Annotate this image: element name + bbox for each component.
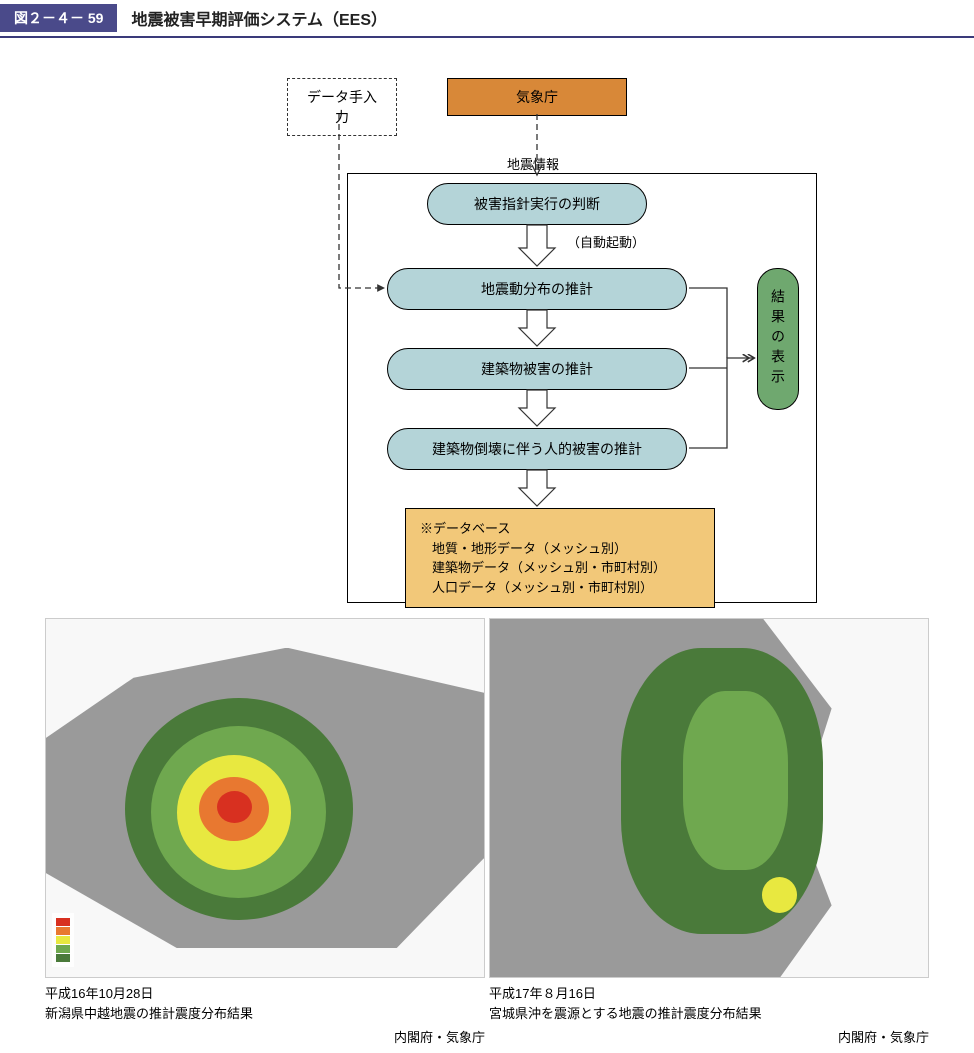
node-jma: 気象庁	[447, 78, 627, 116]
map-left-caption: 平成16年10月28日 新潟県中越地震の推計震度分布結果	[45, 984, 485, 1023]
node-label: 地震動分布の推計	[481, 281, 593, 297]
zone-max	[217, 791, 252, 823]
node-step3: 建築物被害の推計	[387, 348, 687, 390]
db-line: 建築物データ（メッシュ別・市町村別）	[432, 558, 700, 578]
label-auto: （自動起動）	[567, 232, 645, 251]
figure-header: 図２－４－ 59 地震被害早期評価システム（EES）	[0, 0, 974, 38]
maps-row: 平成16年10月28日 新潟県中越地震の推計震度分布結果 内閣府・気象庁 平成1…	[0, 618, 974, 1046]
map-right-caption: 平成17年８月16日 宮城県沖を震源とする地震の推計震度分布結果	[489, 984, 929, 1023]
node-database: ※データベース 地質・地形データ（メッシュ別） 建築物データ（メッシュ別・市町村…	[405, 508, 715, 608]
node-label: データ手入力	[307, 89, 377, 125]
db-line: 人口データ（メッシュ別・市町村別）	[432, 578, 700, 598]
node-data-input: データ手入力	[287, 78, 397, 136]
zone-high	[762, 877, 797, 913]
figure-number-badge: 図２－４－ 59	[0, 4, 117, 32]
map-legend	[52, 913, 74, 967]
db-title: ※データベース	[420, 519, 700, 539]
map-right-attr: 内閣府・気象庁	[489, 1027, 929, 1046]
map-right: 平成17年８月16日 宮城県沖を震源とする地震の推計震度分布結果 内閣府・気象庁	[489, 618, 929, 1046]
node-label: 建築物倒壊に伴う人的被害の推計	[432, 441, 642, 457]
zone-mid	[683, 691, 788, 870]
map-left: 平成16年10月28日 新潟県中越地震の推計震度分布結果 内閣府・気象庁	[45, 618, 485, 1046]
map-desc: 宮城県沖を震源とする地震の推計震度分布結果	[489, 1004, 929, 1024]
map-date: 平成17年８月16日	[489, 984, 929, 1004]
node-step1: 被害指針実行の判断	[427, 183, 647, 225]
flowchart-diagram: データ手入力 気象庁 被害指針実行の判断 地震動分布の推計 建築物被害の推計 建…	[117, 58, 857, 608]
map-left-attr: 内閣府・気象庁	[45, 1027, 485, 1046]
map-left-image	[45, 618, 485, 978]
map-date: 平成16年10月28日	[45, 984, 485, 1004]
db-line: 地質・地形データ（メッシュ別）	[432, 539, 700, 559]
node-label: 結果の表示	[770, 289, 786, 389]
label-eq-info: 地震情報	[507, 154, 559, 173]
figure-title: 地震被害早期評価システム（EES）	[131, 6, 387, 30]
node-step2: 地震動分布の推計	[387, 268, 687, 310]
node-result: 結果の表示	[757, 268, 799, 410]
node-label: 建築物被害の推計	[481, 361, 593, 377]
node-label: 被害指針実行の判断	[474, 196, 600, 212]
node-step4: 建築物倒壊に伴う人的被害の推計	[387, 428, 687, 470]
node-label: 気象庁	[516, 89, 558, 105]
map-desc: 新潟県中越地震の推計震度分布結果	[45, 1004, 485, 1024]
map-right-image	[489, 618, 929, 978]
